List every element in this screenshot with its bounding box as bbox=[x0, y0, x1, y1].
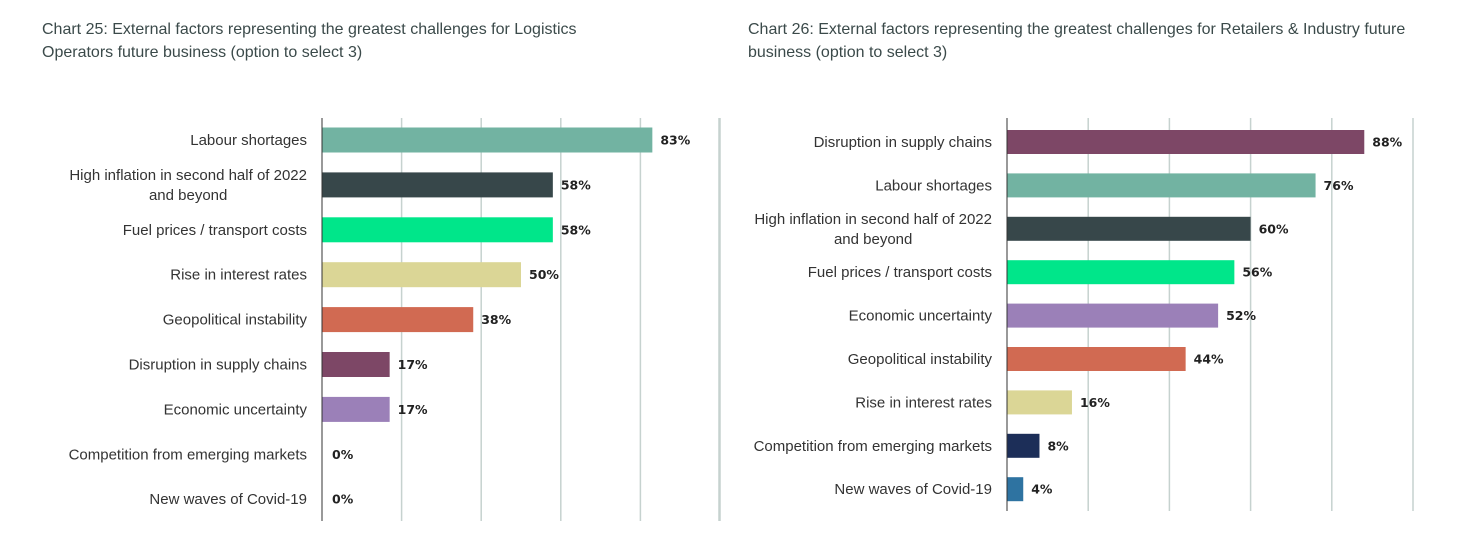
chart-25-category-label: Competition from emerging markets bbox=[69, 446, 307, 463]
chart-25-category-label: Disruption in supply chains bbox=[129, 357, 307, 374]
chart-26-category-label: Fuel prices / transport costs bbox=[808, 264, 992, 281]
chart-26-category-label: Labour shortages bbox=[875, 177, 992, 194]
chart-26-category-label: Competition from emerging markets bbox=[754, 438, 992, 455]
chart-25-bar bbox=[322, 127, 653, 153]
chart-25-category-label: Labour shortages bbox=[190, 132, 307, 149]
chart-26-bar bbox=[1007, 216, 1251, 241]
chart-26-bar bbox=[1007, 477, 1024, 502]
chart-26-category-label: Rise in interest rates bbox=[855, 394, 992, 411]
chart-26-bar bbox=[1007, 173, 1316, 198]
chart-26-category-label: Disruption in supply chains bbox=[814, 134, 992, 151]
chart-26-value-label: 56% bbox=[1242, 265, 1272, 280]
chart-26-title: Chart 26: External factors representing … bbox=[748, 21, 1406, 61]
chart-25-bar bbox=[322, 396, 390, 422]
chart-25-category-label: Economic uncertainty bbox=[164, 401, 308, 418]
chart-26-value-label: 16% bbox=[1080, 395, 1110, 410]
chart-25-value-label: 17% bbox=[398, 357, 428, 372]
chart-25-value-label: 0% bbox=[332, 492, 354, 507]
chart-26-bar bbox=[1007, 347, 1186, 371]
chart-25-category-label: Fuel prices / transport costs bbox=[123, 222, 307, 239]
chart-26-value-label: 60% bbox=[1259, 221, 1289, 236]
chart-25-value-label: 83% bbox=[660, 133, 690, 148]
chart-26-plot: 88% Disruption in supply chains 76% Labour … bbox=[754, 118, 1414, 511]
chart-26-value-label: 44% bbox=[1194, 352, 1224, 367]
chart-25-value-label: 50% bbox=[529, 267, 559, 282]
chart-25-category-label: High inflation in second half of 2022 and… bbox=[69, 167, 307, 204]
chart-26-category-label: Geopolitical instability bbox=[848, 351, 993, 368]
chart-25-value-label: 58% bbox=[561, 222, 591, 237]
chart-26-bar bbox=[1007, 390, 1072, 415]
chart-25-category-label: Rise in interest rates bbox=[170, 267, 307, 284]
chart-25-bar bbox=[322, 262, 521, 288]
chart-26-value-label: 88% bbox=[1372, 135, 1402, 150]
chart-26-value-label: 4% bbox=[1031, 482, 1053, 497]
chart-25-value-label: 17% bbox=[398, 402, 428, 417]
chart-25-title: Chart 25: External factors representing … bbox=[42, 21, 577, 61]
chart-26-bar bbox=[1007, 303, 1219, 328]
chart-26-bar bbox=[1007, 433, 1040, 458]
chart-26-value-label: 76% bbox=[1324, 178, 1354, 193]
chart-26-category-label: Economic uncertainty bbox=[849, 308, 993, 325]
chart-25-value-label: 38% bbox=[481, 312, 511, 327]
chart-26-category-label: High inflation in second half of 2022 and… bbox=[754, 211, 992, 248]
chart-25-bar bbox=[322, 352, 390, 377]
chart-25-bar bbox=[322, 307, 474, 333]
chart-25-category-label: New waves of Covid-19 bbox=[149, 491, 307, 508]
chart-26-value-label: 8% bbox=[1047, 438, 1069, 453]
chart-25-category-label: Geopolitical instability bbox=[163, 312, 308, 329]
chart-25-bar bbox=[322, 172, 553, 198]
chart-25-bar bbox=[322, 217, 553, 243]
chart-26-bar bbox=[1007, 130, 1365, 154]
chart-26-value-label: 52% bbox=[1226, 308, 1256, 323]
chart-25-plot: 83% Labour shortages 58% High inflation in … bbox=[69, 118, 721, 521]
chart-26-category-label: New waves of Covid-19 bbox=[834, 481, 992, 498]
chart-25-value-label: 58% bbox=[561, 177, 591, 192]
chart-25-value-label: 0% bbox=[332, 447, 354, 462]
chart-26-bar bbox=[1007, 260, 1235, 285]
